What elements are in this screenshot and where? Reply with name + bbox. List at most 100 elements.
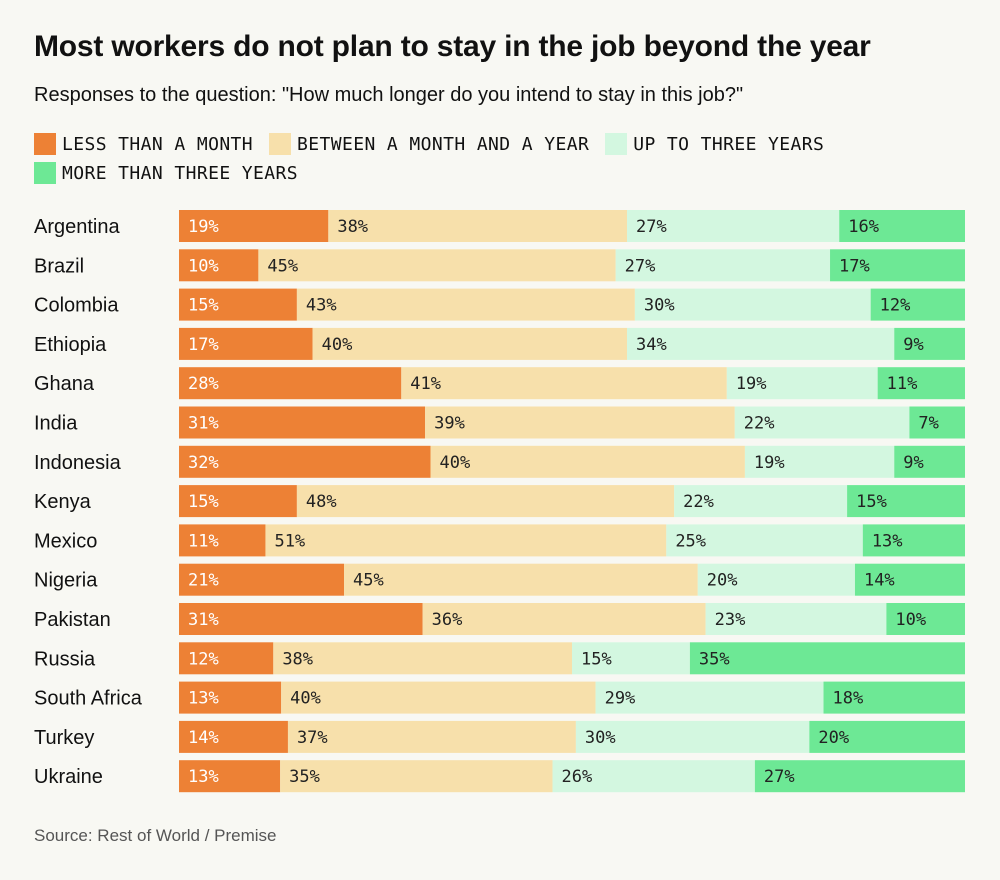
data-label: 22% [683, 492, 714, 512]
bar-segment [572, 642, 690, 675]
bar-segment [179, 327, 313, 360]
legend-label: BETWEEN A MONTH AND A YEAR [297, 133, 590, 155]
data-label: 38% [337, 217, 368, 237]
bar-segment [809, 720, 965, 753]
data-label: 43% [306, 296, 337, 316]
data-label: 15% [581, 649, 612, 669]
data-label: 10% [188, 256, 219, 276]
data-label: 22% [744, 414, 775, 434]
category-label: South Africa [34, 688, 143, 710]
bar-segment [179, 367, 402, 400]
bar-segment [425, 406, 735, 439]
data-label: 32% [188, 453, 219, 473]
category-label: Ukraine [34, 766, 103, 788]
data-label: 12% [880, 296, 911, 316]
data-label: 39% [434, 414, 465, 434]
category-label: Russia [34, 648, 96, 670]
bar-segment [179, 445, 431, 478]
data-label: 34% [636, 335, 667, 355]
data-label: 37% [297, 728, 328, 748]
data-label: 11% [188, 531, 219, 551]
data-label: 48% [306, 492, 337, 512]
bar-segment [839, 210, 965, 242]
category-label: Ethiopia [34, 334, 107, 356]
bar-segment [179, 642, 274, 675]
bar-segment [328, 210, 628, 242]
bar-segment [705, 603, 887, 635]
data-label: 15% [188, 492, 219, 512]
legend-item: BETWEEN A MONTH AND A YEAR [269, 133, 589, 155]
data-label: 51% [274, 531, 305, 551]
chart-legend: LESS THAN A MONTH BETWEEN A MONTH AND A Y… [34, 133, 964, 184]
bar-segment [909, 406, 965, 439]
bar-segment [674, 485, 848, 518]
bar-segment [697, 563, 855, 596]
data-label: 14% [864, 571, 895, 591]
data-label: 27% [625, 256, 656, 276]
bar-segment [634, 288, 871, 321]
data-label: 27% [636, 217, 667, 237]
legend-label: LESS THAN A MONTH [62, 133, 254, 155]
bar-segment [179, 760, 281, 793]
data-label: 9% [903, 335, 923, 355]
bar-segment [179, 210, 329, 242]
data-label: 13% [188, 767, 219, 787]
data-label: 19% [754, 453, 785, 473]
bar-segment [422, 603, 706, 635]
bar-segment [401, 367, 727, 400]
data-label: 7% [918, 414, 938, 434]
bar-segment [296, 288, 635, 321]
bar-segment [179, 406, 426, 439]
category-label: Colombia [34, 295, 119, 317]
source-note: Source: Rest of World / Premise [34, 826, 277, 845]
data-label: 20% [707, 571, 738, 591]
bar-segment [627, 327, 895, 360]
data-label: 15% [188, 296, 219, 316]
data-label: 9% [903, 453, 923, 473]
category-label: Indonesia [34, 452, 122, 474]
bar-segment [894, 327, 965, 360]
bar-segment [862, 524, 965, 557]
data-label: 40% [290, 689, 321, 709]
data-label: 13% [872, 531, 903, 551]
data-label: 12% [188, 649, 219, 669]
bar-segment [430, 445, 745, 478]
legend-item: MORE THAN THREE YEARS [34, 162, 298, 184]
category-label: India [34, 413, 78, 435]
data-label: 38% [282, 649, 313, 669]
legend-swatch [34, 133, 56, 155]
legend-label: UP TO THREE YEARS [633, 133, 825, 155]
bar-segment [726, 367, 878, 400]
bar-segment [280, 760, 553, 793]
bar-segment [179, 288, 297, 321]
data-label: 26% [562, 767, 593, 787]
data-label: 17% [188, 335, 219, 355]
bar-segment [744, 445, 895, 478]
bar-segment [179, 563, 345, 596]
category-label: Turkey [34, 727, 94, 749]
data-label: 29% [605, 689, 636, 709]
data-label: 31% [188, 414, 219, 434]
bar-segment [615, 249, 831, 282]
category-label: Ghana [34, 373, 95, 395]
bar-segment [689, 642, 965, 675]
data-label: 20% [818, 728, 849, 748]
category-label: Brazil [34, 255, 84, 277]
data-label: 15% [856, 492, 887, 512]
data-label: 14% [188, 728, 219, 748]
data-label: 25% [675, 531, 706, 551]
bar-segment [877, 367, 965, 400]
bar-segment [273, 642, 572, 675]
data-label: 36% [432, 610, 463, 630]
data-label: 30% [585, 728, 616, 748]
data-label: 19% [736, 374, 767, 394]
data-label: 23% [715, 610, 746, 630]
legend-label: MORE THAN THREE YEARS [62, 162, 298, 184]
bar-segment [823, 681, 965, 714]
bar-segment [179, 485, 297, 518]
category-label: Kenya [34, 491, 92, 513]
data-label: 30% [644, 296, 675, 316]
bar-segment [754, 760, 965, 793]
bar-segment [627, 210, 840, 242]
